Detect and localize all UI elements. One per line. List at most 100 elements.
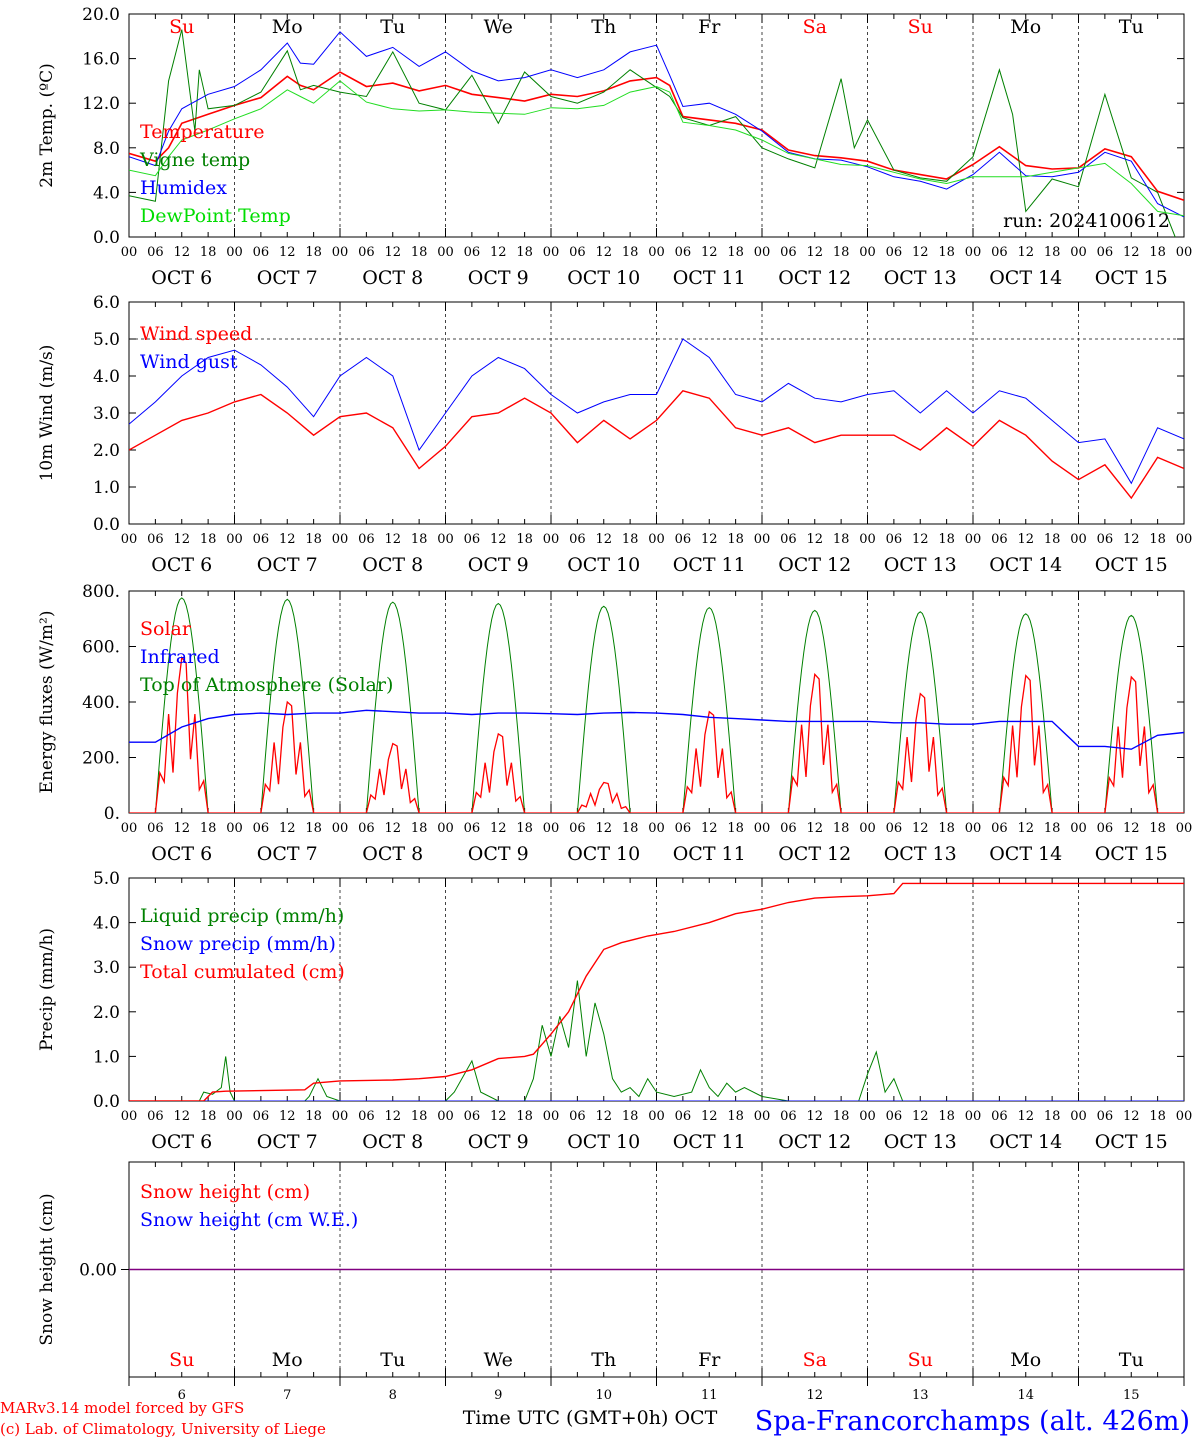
legend-entry: Vigne temp [139, 149, 250, 171]
hour-tick-label: 06 [464, 1109, 481, 1124]
hour-tick-label: 06 [147, 1109, 164, 1124]
hour-tick-label: 00 [437, 245, 454, 260]
plot-frame-temp [128, 13, 1185, 238]
hour-tick-label: 06 [886, 1109, 903, 1124]
date-label: OCT 10 [567, 1131, 640, 1153]
date-number-label: 12 [806, 1388, 823, 1403]
date-label: OCT 7 [257, 554, 318, 576]
hour-tick-label: 18 [833, 821, 850, 836]
series-toa-solar-day [340, 601, 446, 813]
date-label: OCT 14 [989, 554, 1062, 576]
date-label: OCT 11 [673, 554, 746, 576]
hour-tick-label: 06 [675, 1109, 692, 1124]
series-solar-day [129, 656, 235, 813]
hour-tick-label: 18 [938, 532, 955, 547]
date-label: OCT 15 [1095, 554, 1168, 576]
legend-entry: Wind gust [140, 351, 238, 373]
hour-tick-label: 06 [464, 821, 481, 836]
hour-tick-label: 00 [754, 1109, 771, 1124]
hour-tick-label: 18 [833, 1109, 850, 1124]
hour-tick-label: 00 [754, 821, 771, 836]
hour-tick-label: 12 [279, 1109, 296, 1124]
date-label: OCT 13 [884, 1131, 957, 1153]
weekday-label: We [484, 1349, 513, 1371]
date-number-label: 9 [494, 1388, 502, 1403]
legend-entry: Wind speed [140, 323, 252, 345]
series-solar-day [234, 700, 340, 813]
series-toa-solar-day [445, 602, 551, 813]
hour-tick-label: 12 [595, 821, 612, 836]
hour-tick-label: 12 [490, 1109, 507, 1124]
legend-entry: Top of Atmosphere (Solar) [140, 674, 393, 696]
hour-tick-label: 00 [543, 1109, 560, 1124]
hour-tick-label: 06 [780, 1109, 797, 1124]
hour-tick-label: 00 [226, 1109, 243, 1124]
hour-tick-label: 06 [886, 532, 903, 547]
hour-tick-label: 00 [121, 245, 138, 260]
series-toa-solar-day [973, 613, 1079, 813]
hour-tick-label: 00 [965, 821, 982, 836]
hour-tick-label: 00 [332, 532, 349, 547]
date-label: OCT 13 [884, 554, 957, 576]
hour-tick-label: 12 [1017, 245, 1034, 260]
series-solar-day [1078, 675, 1184, 813]
hour-tick-label: 00 [437, 821, 454, 836]
weekday-label: Tu [380, 16, 405, 38]
y-tick-label: 4.0 [93, 183, 120, 203]
y-tick-label: 8.0 [93, 139, 120, 159]
date-label: OCT 6 [151, 1131, 212, 1153]
hour-tick-label: 00 [648, 532, 665, 547]
y-tick-label: 3.0 [93, 958, 120, 978]
hour-tick-label: 12 [1123, 1109, 1140, 1124]
hour-tick-label: 12 [490, 245, 507, 260]
series-solar-day [551, 781, 657, 813]
hour-tick-label: 18 [727, 245, 744, 260]
hour-tick-label: 18 [305, 1109, 322, 1124]
hour-tick-label: 18 [516, 532, 533, 547]
hour-tick-label: 06 [358, 1109, 375, 1124]
hour-tick-label: 00 [121, 1109, 138, 1124]
hour-tick-label: 18 [727, 532, 744, 547]
date-label: OCT 11 [673, 267, 746, 289]
hour-tick-label: 06 [253, 245, 270, 260]
legend-entry: DewPoint Temp [140, 205, 291, 227]
series-solar-day [973, 674, 1079, 813]
hour-tick-label: 06 [358, 245, 375, 260]
hour-tick-label: 06 [147, 245, 164, 260]
hour-tick-label: 18 [1149, 821, 1166, 836]
date-label: OCT 8 [362, 843, 423, 865]
date-label: OCT 9 [468, 267, 529, 289]
hour-tick-label: 06 [1097, 532, 1114, 547]
series-vigne-temp [129, 29, 1176, 237]
hour-tick-label: 18 [622, 532, 639, 547]
credit-line-2: (c) Lab. of Climatology, University of L… [0, 1420, 326, 1438]
hour-tick-label: 06 [886, 245, 903, 260]
hour-tick-label: 12 [701, 532, 718, 547]
hour-tick-label: 06 [147, 821, 164, 836]
series-wind-gust [129, 338, 1184, 485]
hour-tick-label: 12 [1123, 532, 1140, 547]
date-number-label: 14 [1017, 1388, 1034, 1403]
hour-tick-label: 12 [279, 245, 296, 260]
series-solar-day [867, 692, 973, 813]
hour-tick-label: 18 [516, 1109, 533, 1124]
y-tick-label: 12.0 [82, 94, 120, 114]
series-toa-solar-day [234, 598, 340, 813]
hour-tick-label: 06 [253, 821, 270, 836]
y-tick-label: 1.0 [93, 478, 120, 498]
hour-tick-label: 12 [490, 821, 507, 836]
series-solar-day [656, 710, 762, 813]
weekday-label: Su [169, 16, 194, 38]
hour-tick-label: 00 [648, 1109, 665, 1124]
hour-tick-label: 06 [569, 245, 586, 260]
date-label: OCT 12 [778, 554, 851, 576]
hour-tick-label: 12 [806, 821, 823, 836]
hour-tick-label: 12 [806, 532, 823, 547]
legend-entry: Infrared [140, 646, 220, 668]
y-axis-label: 10m Wind (m/s) [37, 345, 57, 482]
hour-tick-label: 18 [1149, 1109, 1166, 1124]
hour-tick-label: 00 [1176, 821, 1193, 836]
date-number-label: 15 [1123, 1388, 1140, 1403]
hour-tick-label: 18 [833, 245, 850, 260]
hour-tick-label: 06 [358, 821, 375, 836]
